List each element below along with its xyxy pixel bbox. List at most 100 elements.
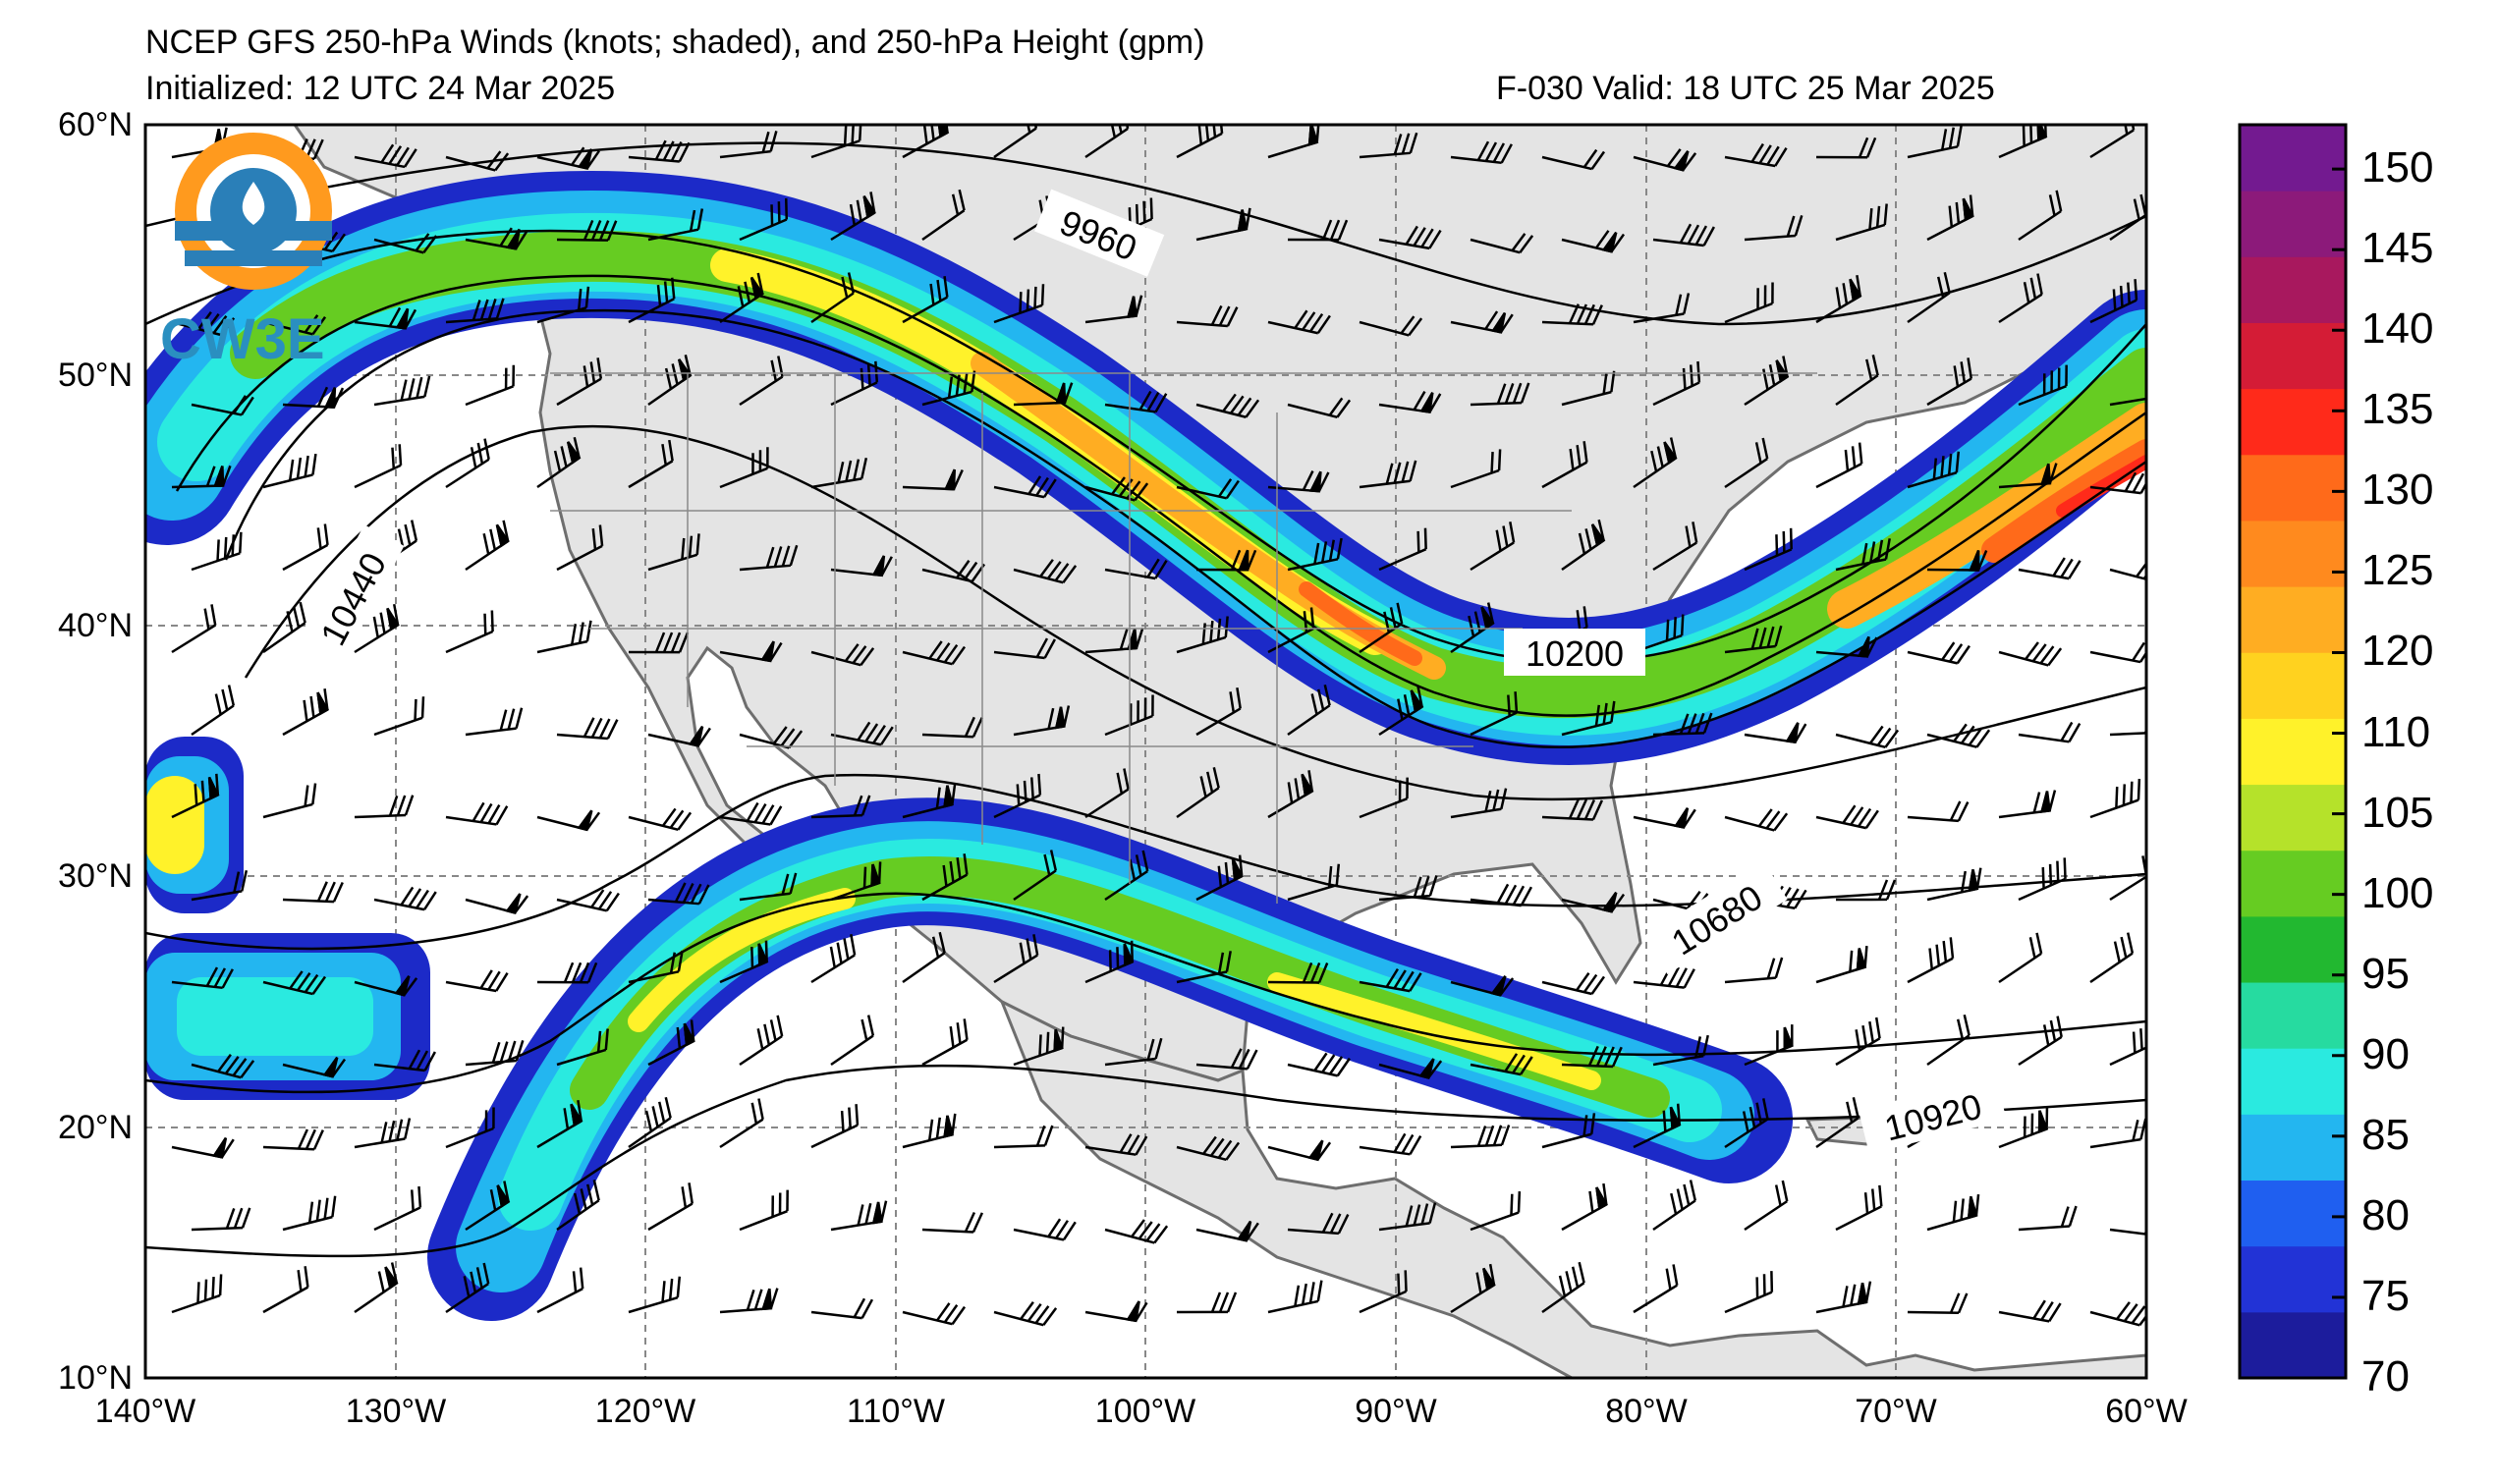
wind-barb [1926,723,1991,748]
wind-barb [1815,946,1868,984]
wind-barb [354,444,403,489]
colorbar-label: 130 [2361,466,2434,515]
wind-barb [1176,478,1240,500]
wind-barb [1359,1270,1408,1314]
wind-barb [810,795,871,819]
wind-barb [354,1262,399,1314]
wind-barb [262,314,327,336]
wind-barb [1104,850,1149,902]
wind-barb [556,717,619,741]
wind-barb [1541,971,1606,996]
wind-barb [628,807,693,832]
wind-barb [373,696,425,737]
wind-barb [1013,1026,1065,1067]
wind-barb [628,632,690,654]
wind-barb [830,861,882,902]
colorbar-label: 105 [2361,788,2434,837]
wind-barb [1652,360,1701,407]
wind-barb [830,1200,888,1232]
lat-label-60: 60°N [58,106,133,143]
wind-barb [373,1185,422,1232]
colorbar-label: 80 [2361,1190,2410,1239]
wind-barb [1652,1034,1709,1067]
colorbar-label: 100 [2361,868,2434,917]
lon-label-60w: 60°W [2105,1393,2188,1430]
wind-barb [556,1180,600,1232]
wind-barb [536,809,601,832]
wind-barb [1633,437,1678,489]
wind-barb [1907,937,1955,984]
wind-barb [262,970,327,996]
wind-barb [902,931,946,984]
colorbar-segment [2240,1311,2346,1379]
wind-barb [2018,190,2063,242]
wind-barb [1359,460,1417,489]
wind-barb [354,975,418,997]
wind-barb [1835,538,1891,572]
wind-barb [993,475,1057,499]
wind-barb [1176,1292,1238,1314]
wind-barb [1815,635,1878,658]
wind-barb [171,1274,223,1314]
wind-barb [2089,779,2141,819]
wind-barb [993,773,1042,819]
wind-barb [921,1018,969,1067]
wind-barb [171,311,236,337]
wind-barb [921,189,966,242]
wind-barb [1998,1299,2062,1323]
wind-barb [1450,788,1508,819]
wind-barb [2018,364,2068,407]
wind-barb [556,524,604,572]
wind-barb [647,208,704,242]
wind-barb [1835,203,1888,242]
wind-barb [1815,1281,1872,1314]
wind-barb [1195,393,1260,418]
colorbar-segment [2240,1114,2346,1182]
wind-barb [1450,1125,1511,1149]
wind-barb [921,716,983,739]
wind-barb [1633,807,1696,829]
wind-barb [191,395,254,416]
colorbar-label: 70 [2361,1352,2410,1401]
wind-barb [647,1182,694,1232]
wind-barb [1835,1017,1881,1067]
wind-barb [647,1019,695,1067]
wind-barb [465,364,516,407]
wind-barb [1744,1024,1794,1067]
wind-barb [1378,686,1424,737]
colorbar-segment [2240,1180,2346,1247]
wind-barb [1084,295,1143,324]
wind-barb [354,603,400,654]
colorbar-label: 90 [2361,1029,2410,1078]
wind-barb [1541,303,1603,326]
wind-barb [262,453,317,489]
colorbar-label: 85 [2361,1110,2410,1159]
wind-barb [1470,1053,1533,1076]
wind-barb [536,436,582,489]
wind-barb [556,889,620,912]
wind-barb [1195,549,1257,572]
wind-barb [628,1096,672,1149]
wind-barb [2089,279,2138,324]
wind-barb [1541,1261,1585,1314]
wind-barb [810,643,875,667]
colorbar-segment [2240,125,2346,192]
wind-barb [1267,770,1314,819]
wind-barb [465,227,528,250]
wind-barb [1450,449,1502,489]
wind-barb [1084,768,1130,819]
wind-barb [1835,355,1879,407]
wind-barb [1561,519,1606,572]
wind-barb [1267,962,1329,984]
wind-barb [1724,957,1784,984]
colorbar [2238,123,2348,1380]
wind-barb [719,272,764,324]
wind-barb [373,375,431,407]
wind-barb [556,357,603,407]
lon-label-90w: 90°W [1355,1393,1437,1430]
wind-barb [1724,1271,1774,1314]
wind-barb [1359,967,1422,993]
wind-barb [1633,293,1691,324]
wind-barb [810,1297,874,1320]
